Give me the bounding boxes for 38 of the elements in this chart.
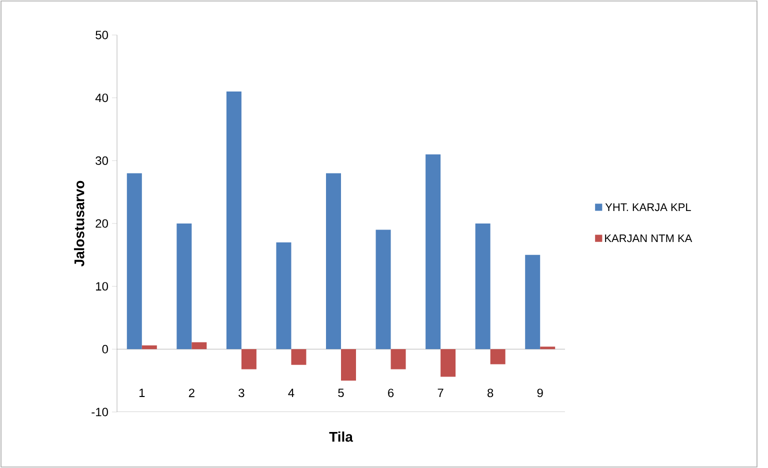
bar (126, 173, 142, 350)
bar (241, 349, 256, 370)
bar (390, 349, 406, 370)
legend-label: YHT. KARJA KPL (605, 203, 691, 212)
bar (341, 349, 356, 381)
x-tick-label: 2 (188, 388, 194, 398)
bar (475, 223, 490, 350)
x-tick-label: 9 (537, 388, 543, 398)
y-tick-label: 30 (96, 156, 108, 165)
bar (490, 349, 506, 364)
bar (440, 349, 456, 377)
x-tick-label: 5 (338, 388, 344, 398)
bar (540, 346, 556, 350)
legend-label: KARJAN NTM KA (605, 234, 692, 242)
bar (192, 342, 207, 350)
bar (142, 345, 157, 350)
x-tick-label: 3 (238, 388, 244, 398)
bar (426, 154, 441, 350)
x-tick-label: 7 (438, 388, 444, 397)
bar (176, 223, 192, 350)
y-tick-label: 40 (95, 94, 108, 102)
x-axis-title: Tila (329, 432, 354, 442)
y-axis-title: Jalostusarvo (74, 180, 84, 266)
x-tick-label: 4 (288, 388, 294, 397)
x-tick-label: 1 (139, 388, 145, 397)
bar (226, 92, 242, 350)
bar (291, 349, 306, 365)
y-tick-label: 50 (96, 30, 108, 40)
y-tick-label: 10 (96, 282, 108, 291)
bar (376, 230, 391, 350)
bar (525, 254, 540, 350)
bar (276, 242, 292, 350)
x-tick-label: 8 (488, 388, 494, 398)
bar (326, 173, 341, 350)
y-tick-label: 0 (102, 344, 108, 354)
x-tick-label: 6 (388, 388, 394, 398)
y-tick-label: -10 (92, 408, 108, 416)
y-tick-label: 20 (96, 219, 108, 228)
